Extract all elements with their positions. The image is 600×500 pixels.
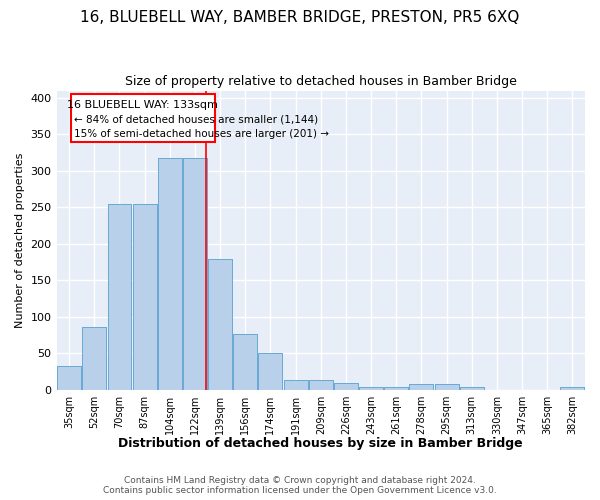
Bar	[133, 204, 157, 390]
Bar	[385, 387, 408, 390]
Bar	[334, 384, 358, 390]
Bar	[158, 158, 182, 390]
Bar	[284, 380, 308, 390]
Bar	[82, 327, 106, 390]
Bar	[107, 204, 131, 390]
Bar	[284, 380, 308, 390]
Bar	[259, 354, 283, 390]
Bar	[560, 387, 584, 390]
Text: 16 BLUEBELL WAY: 133sqm: 16 BLUEBELL WAY: 133sqm	[67, 100, 218, 110]
Bar	[208, 258, 232, 390]
Bar	[233, 334, 257, 390]
Bar	[107, 204, 131, 390]
Bar	[183, 158, 207, 390]
Text: 15% of semi-detached houses are larger (201) →: 15% of semi-detached houses are larger (…	[74, 128, 329, 138]
Text: Contains HM Land Registry data © Crown copyright and database right 2024.
Contai: Contains HM Land Registry data © Crown c…	[103, 476, 497, 495]
Bar	[409, 384, 433, 390]
Bar	[460, 387, 484, 390]
Text: 16, BLUEBELL WAY, BAMBER BRIDGE, PRESTON, PR5 6XQ: 16, BLUEBELL WAY, BAMBER BRIDGE, PRESTON…	[80, 10, 520, 25]
Bar	[434, 384, 458, 390]
Bar	[334, 384, 358, 390]
Bar	[309, 380, 333, 390]
Bar	[208, 258, 232, 390]
Bar	[434, 384, 458, 390]
Bar	[359, 387, 383, 390]
Text: ← 84% of detached houses are smaller (1,144): ← 84% of detached houses are smaller (1,…	[74, 114, 318, 124]
Bar	[158, 158, 182, 390]
Bar	[57, 366, 81, 390]
FancyBboxPatch shape	[71, 94, 215, 142]
X-axis label: Distribution of detached houses by size in Bamber Bridge: Distribution of detached houses by size …	[118, 437, 523, 450]
Bar	[133, 204, 157, 390]
Bar	[233, 334, 257, 390]
Bar	[57, 366, 81, 390]
Bar	[409, 384, 433, 390]
Bar	[183, 158, 207, 390]
Title: Size of property relative to detached houses in Bamber Bridge: Size of property relative to detached ho…	[125, 75, 517, 88]
Bar	[309, 380, 333, 390]
Y-axis label: Number of detached properties: Number of detached properties	[15, 152, 25, 328]
Bar	[82, 327, 106, 390]
Bar	[359, 387, 383, 390]
Bar	[385, 387, 408, 390]
Bar	[259, 354, 283, 390]
Bar	[560, 387, 584, 390]
Bar	[460, 387, 484, 390]
